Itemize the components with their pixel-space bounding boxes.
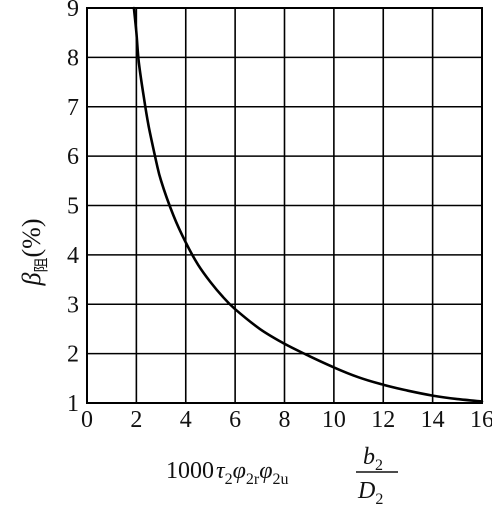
y-tick-label-5: 6 — [67, 144, 79, 170]
x-tick-label-5: 10 — [322, 407, 346, 433]
x-axis-label: 1000τ2φ2rφ2u b2 D2 — [166, 444, 398, 507]
x-label-frac-num-sub: 2 — [375, 457, 383, 474]
x-tick-label-6: 12 — [371, 407, 395, 433]
x-label-frac-den-sub: 2 — [375, 491, 383, 507]
svg-text:D2: D2 — [357, 478, 383, 507]
y-tick-label-8: 9 — [67, 0, 79, 22]
svg-text:b2: b2 — [363, 444, 383, 474]
x-tick-label-8: 16 — [470, 407, 492, 433]
x-tick-label-7: 14 — [421, 407, 445, 433]
x-label-phi1-sub: 2r — [246, 471, 260, 488]
y-tick-label-7: 8 — [67, 45, 79, 71]
x-tick-label-3: 6 — [229, 407, 241, 433]
x-tick-label-1: 2 — [130, 407, 142, 433]
y-tick-label-0: 1 — [67, 391, 79, 417]
y-axis-label: β阻(%) — [17, 219, 50, 287]
y-tick-label-2: 3 — [67, 292, 79, 318]
y-tick-label-6: 7 — [67, 95, 79, 121]
y-label-subscript: 阻 — [33, 258, 50, 273]
x-label-tau: τ — [216, 458, 226, 484]
svg-text:1000τ2φ2rφ2u: 1000τ2φ2rφ2u — [166, 458, 288, 488]
x-tick-labels: 0 2 4 6 8 10 12 14 16 — [81, 407, 492, 433]
x-tick-label-2: 4 — [180, 407, 192, 433]
x-label-phi2: φ — [259, 458, 272, 484]
x-label-phi1: φ — [233, 458, 246, 484]
x-label-prefix: 1000 — [166, 458, 214, 484]
x-label-frac-den: D — [357, 478, 375, 504]
plot-frame — [86, 7, 483, 404]
svg-text:β阻(%): β阻(%) — [17, 219, 50, 287]
x-tick-label-4: 8 — [279, 407, 291, 433]
y-tick-label-4: 5 — [67, 194, 79, 220]
series-group — [132, 6, 484, 403]
y-label-symbol: β — [17, 272, 46, 286]
x-label-phi2-sub: 2u — [272, 471, 288, 488]
x-label-frac-num: b — [363, 444, 375, 470]
y-tick-label-3: 4 — [67, 243, 79, 269]
y-label-unit: (%) — [17, 219, 46, 258]
y-tick-label-1: 2 — [67, 342, 79, 368]
series-line-0 — [132, 6, 484, 403]
x-label-tau-sub: 2 — [225, 471, 233, 488]
y-tick-labels: 1 2 3 4 5 6 7 8 9 — [67, 0, 79, 417]
x-tick-label-0: 0 — [81, 407, 93, 433]
